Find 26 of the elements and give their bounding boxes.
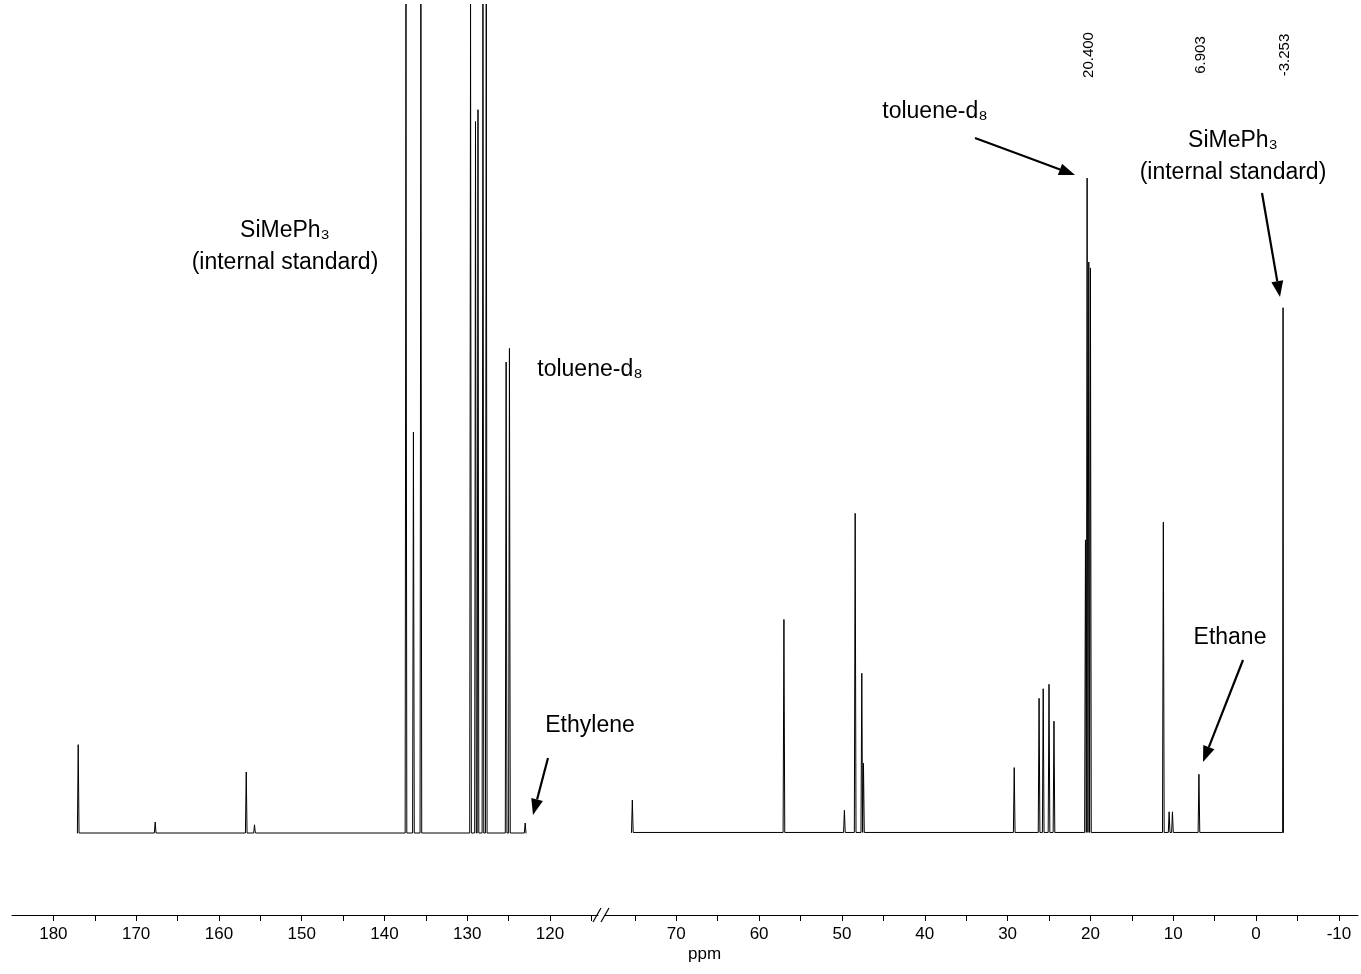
x-tick-label: 50 [832,924,852,943]
text: 20.400 [1078,32,1096,78]
text: 6.903 [1190,36,1208,74]
x-tick-label: 0 [1251,924,1261,943]
annotation: Ethane [1193,623,1267,649]
x-tick-label: -10 [1326,924,1352,943]
x-tick-label: 180 [39,924,68,943]
x-tick-label: 140 [370,924,399,943]
x-tick-label: 70 [666,924,686,943]
annotation: SiMePh₃ (internal standard) [191,216,379,274]
annotation: SiMePh₃ (internal standard) [1139,126,1327,184]
x-tick-label: 60 [749,924,769,943]
text: -3.253 [1274,33,1292,77]
x-tick-label: 130 [453,924,482,943]
x-tick-label: 170 [121,924,151,943]
x-tick-label: 120 [535,924,565,943]
x-tick-label: 150 [287,924,316,943]
x-axis-title: ppm [688,944,722,963]
annotation: toluene-d₈ [537,355,643,381]
x-tick-label: 30 [998,924,1018,943]
x-tick-label: 10 [1163,924,1183,943]
x-tick-label: 160 [204,924,234,943]
annotation: Ethylene [545,711,635,737]
x-tick-label: 40 [915,924,935,943]
x-tick-label: 20 [1080,924,1100,943]
text: toluene-d₈ [882,97,988,123]
